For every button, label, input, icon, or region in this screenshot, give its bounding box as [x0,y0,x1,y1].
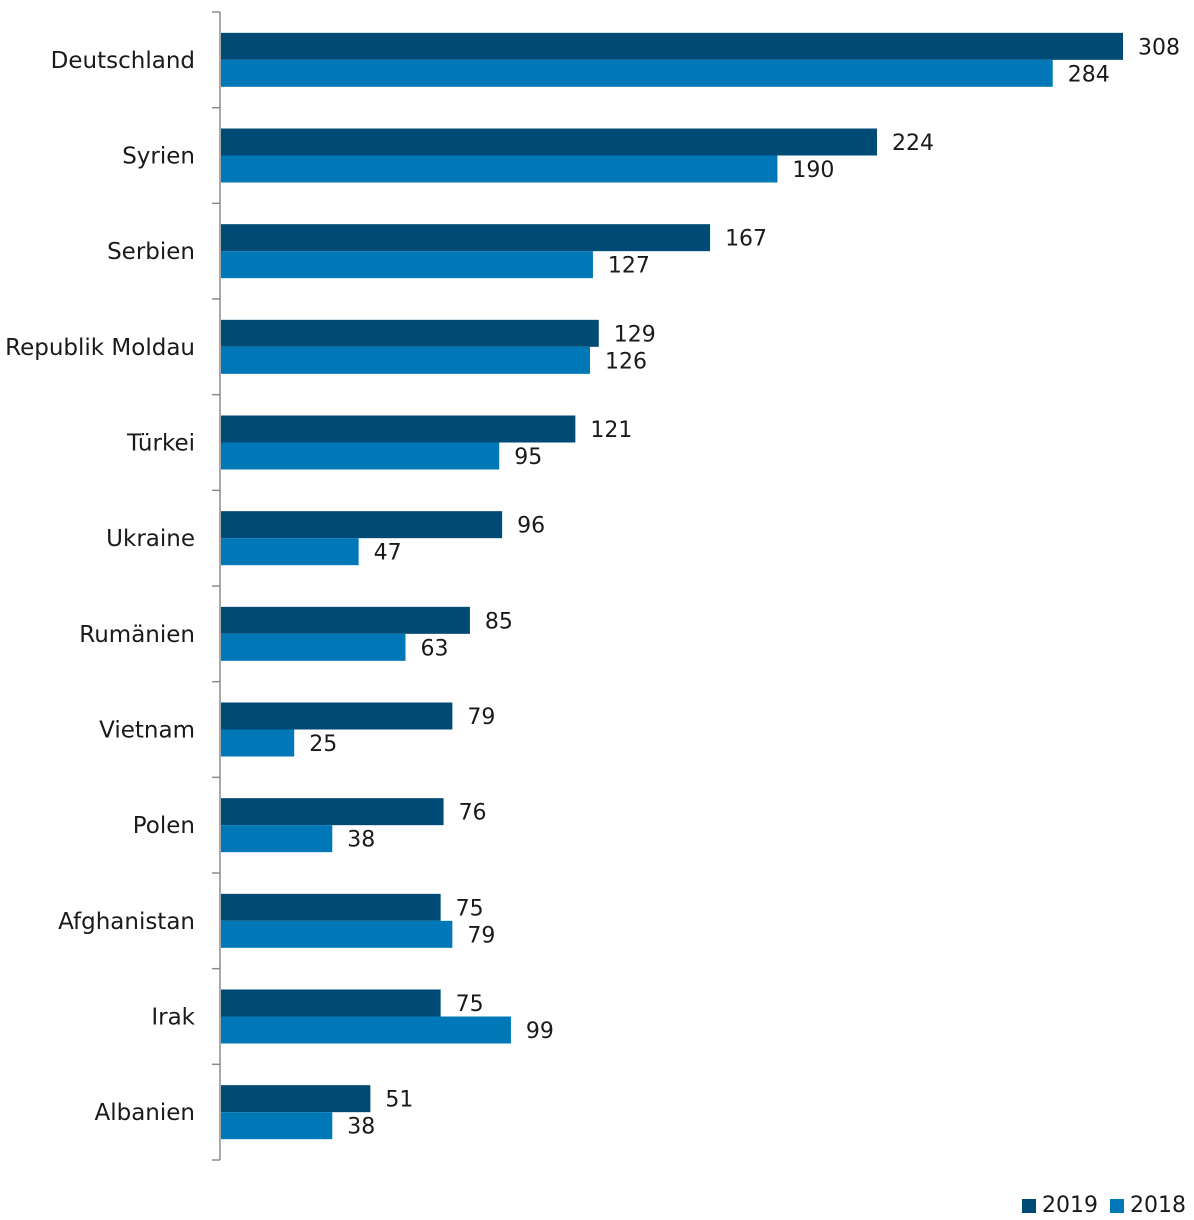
bar-2019-ukraine [221,511,503,539]
value-label-2018-vietnam: 25 [309,732,337,757]
bar-2018-deutschland [221,59,1053,87]
value-label-2019-irak: 75 [456,992,484,1017]
bar-2018-türkei [221,442,500,470]
category-label-afghanistan: Afghanistan [58,909,195,935]
bar-2019-irak [221,989,441,1017]
bar-2019-türkei [221,415,576,443]
value-label-2018-türkei: 95 [514,445,542,470]
bar-2019-deutschland [221,32,1123,60]
value-label-2019-republik-moldau: 129 [614,322,656,347]
value-label-2018-syrien: 190 [792,158,834,183]
legend-label-2019: 2019 [1042,1193,1098,1218]
value-label-2018-polen: 38 [347,828,375,853]
value-label-2018-republik-moldau: 126 [605,349,647,374]
bar-2019-syrien [221,128,877,156]
bar-2019-rumänien [221,606,470,634]
category-label-ukraine: Ukraine [106,526,195,552]
category-label-syrien: Syrien [122,144,195,170]
value-label-2018-ukraine: 47 [374,541,402,566]
legend: 2019 2018 [1022,1193,1186,1218]
value-label-2019-afghanistan: 75 [456,896,484,921]
category-label-irak: Irak [151,1005,195,1031]
bar-2018-albanien [221,1112,333,1140]
bar-2019-vietnam [221,702,453,730]
category-label-rumänien: Rumänien [79,622,195,648]
value-label-2018-irak: 99 [526,1019,554,1044]
value-label-2019-albanien: 51 [385,1088,413,1113]
legend-label-2018: 2018 [1130,1193,1186,1218]
value-label-2019-vietnam: 79 [467,705,495,730]
category-label-türkei: Türkei [126,431,195,457]
legend-swatch-2018 [1110,1198,1124,1213]
bar-2018-rumänien [221,633,406,661]
bar-2018-afghanistan [221,920,453,948]
value-label-2019-türkei: 121 [590,418,632,443]
value-label-2019-ukraine: 96 [517,514,545,539]
bar-2018-vietnam [221,729,295,757]
bar-2019-serbien [221,224,711,252]
legend-item-2019: 2019 [1022,1193,1098,1218]
value-label-2019-serbien: 167 [725,227,767,252]
legend-swatch-2019 [1022,1198,1036,1213]
bar-2018-polen [221,825,333,853]
bar-2019-albanien [221,1085,371,1113]
value-label-2018-deutschland: 284 [1068,62,1110,87]
bar-2018-syrien [221,155,778,183]
value-label-2019-deutschland: 308 [1138,35,1180,60]
value-label-2018-albanien: 38 [347,1115,375,1140]
value-label-2019-polen: 76 [459,801,487,826]
bar-2019-polen [221,798,444,826]
bar-2018-irak [221,1016,511,1044]
value-label-2019-rumänien: 85 [485,609,513,634]
bar-2018-republik-moldau [221,346,590,374]
bar-2019-afghanistan [221,893,441,921]
bar-2019-republik-moldau [221,319,599,347]
value-label-2018-afghanistan: 79 [467,923,495,948]
value-label-2019-syrien: 224 [892,131,934,156]
category-label-polen: Polen [133,813,195,839]
category-label-vietnam: Vietnam [99,718,195,744]
legend-item-2018: 2018 [1110,1193,1186,1218]
category-label-republik-moldau: Republik Moldau [5,335,195,361]
bar-2018-ukraine [221,538,359,566]
value-label-2018-serbien: 127 [608,254,650,279]
value-label-2018-rumänien: 63 [421,636,449,661]
category-label-deutschland: Deutschland [51,48,195,74]
category-label-serbien: Serbien [107,239,195,265]
bar-2018-serbien [221,251,593,279]
category-label-albanien: Albanien [94,1100,195,1126]
